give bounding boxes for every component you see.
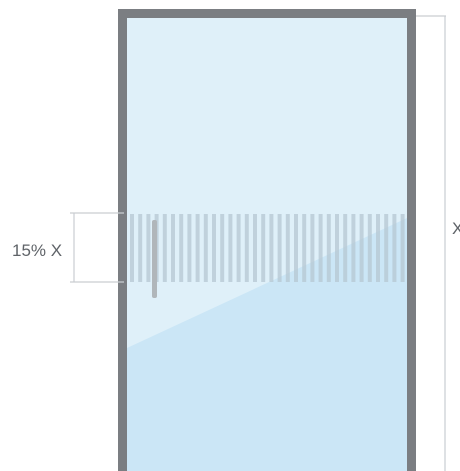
frosted-stripe [203, 214, 208, 282]
band-dimension: 15% X [12, 212, 124, 283]
frosted-stripe [351, 214, 356, 282]
frosted-stripe [294, 214, 298, 282]
frosted-stripe [400, 214, 405, 282]
frosted-stripe [195, 214, 200, 282]
frosted-stripe [318, 214, 323, 282]
frosted-stripe [359, 214, 364, 282]
frosted-stripe [138, 214, 143, 282]
frosted-stripe [335, 214, 339, 282]
door [118, 9, 416, 471]
height-dimension-label: X [452, 219, 460, 238]
frosted-stripe [343, 214, 348, 282]
frosted-stripe [367, 214, 372, 282]
frosted-stripe [187, 214, 192, 282]
frosted-stripe [326, 214, 331, 282]
door-handle [152, 220, 157, 298]
frosted-stripe [269, 214, 274, 282]
frosted-stripe [277, 214, 282, 282]
frosted-stripe [228, 214, 233, 282]
frosted-stripe [253, 214, 257, 282]
frosted-stripe [261, 214, 266, 282]
frosted-stripe [302, 214, 307, 282]
frosted-stripe-band [130, 214, 405, 282]
frosted-stripe [171, 214, 175, 282]
frosted-stripe [285, 214, 290, 282]
frosted-stripe [310, 214, 315, 282]
frosted-stripe [236, 214, 241, 282]
frosted-stripe [162, 214, 167, 282]
frosted-stripe [384, 214, 389, 282]
frosted-stripe [376, 214, 380, 282]
frosted-stripe [244, 214, 249, 282]
frosted-stripe [392, 214, 397, 282]
frosted-stripe [130, 214, 134, 282]
frosted-stripe [146, 214, 151, 282]
frosted-stripe [212, 214, 216, 282]
band-dimension-label: 15% X [12, 241, 62, 260]
frosted-stripe [179, 214, 184, 282]
frosted-stripe [220, 214, 225, 282]
height-dimension: X [416, 15, 460, 471]
